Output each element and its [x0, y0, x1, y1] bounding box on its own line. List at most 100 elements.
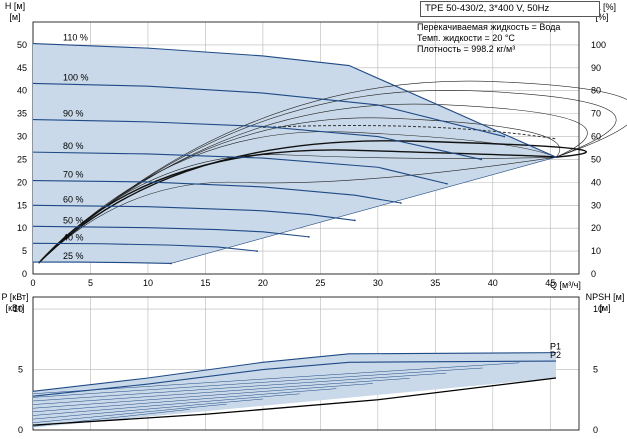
head-curve [32, 82, 505, 138]
head-curve-label: 60 % [63, 194, 84, 204]
head-unit-label: [м] [9, 12, 20, 22]
y-tick-label: 0 [22, 269, 27, 279]
power-plot-frame [32, 296, 580, 431]
eta-tick-label: 30 [591, 200, 601, 210]
density-label: Плотность = 998.2 кг/м³ [417, 44, 516, 54]
efficiency-contour [38, 156, 557, 264]
head-curve [32, 242, 258, 252]
power-fan-line [32, 362, 520, 394]
y-tick-label: 45 [17, 63, 27, 73]
y-tick-label: 10 [17, 223, 27, 233]
x-tick-label: 20 [258, 278, 268, 288]
x-tick-label: 40 [488, 278, 498, 288]
npsh-tick-label: 10 [593, 304, 603, 314]
eta-tick-label: 20 [591, 223, 601, 233]
y-tick-label: 5 [22, 246, 27, 256]
power-curve [32, 352, 557, 392]
power-unit-label: [кВт] [6, 303, 25, 313]
npsh-tick-label: 5 [593, 365, 598, 375]
eta-unit-label: [%] [595, 12, 608, 22]
head-curve-label: 50 % [63, 215, 84, 225]
power-curve-label: P2 [550, 350, 561, 360]
efficiency-tail-dashed [262, 125, 557, 140]
power-fan-line [32, 403, 227, 423]
curve-end-point [480, 158, 483, 161]
temperature-label: Темп. жидкости = 20 °C [417, 33, 515, 43]
head-curve-label: 110 % [63, 33, 88, 43]
eta-tick-label: 10 [591, 246, 601, 256]
x-tick-label: 5 [88, 278, 93, 288]
y-tick-label: 35 [17, 109, 27, 119]
curve-end-point [256, 250, 259, 252]
efficiency-contour [38, 80, 627, 264]
curve-end-point [503, 135, 506, 138]
power-range-area [33, 352, 557, 428]
x-tick-label: 45 [545, 278, 555, 288]
head-curve [32, 119, 482, 160]
operating-range-area [33, 43, 557, 264]
eta-tick-label: 90 [591, 63, 601, 73]
curve-end-point [170, 262, 172, 265]
head-curve [33, 261, 171, 265]
power-fan-line [32, 393, 300, 416]
envelope-edge [170, 156, 557, 264]
eta-tick-label: 40 [591, 177, 601, 187]
medium-label: Перекачиваемая жидкость = Вода [417, 22, 561, 32]
npsh-unit-label: [м] [599, 303, 610, 313]
head-curves: 110 % 100 % 90 % 80 % 70 % 60 % 50 % 40 % 25 % [32, 33, 557, 265]
head-curve-label: 100 % [63, 72, 89, 82]
curve-end-point [353, 219, 356, 222]
pump-title: TPE 50-430/2, 3*400 V, 50Hz [425, 3, 550, 14]
eta-tick-label: 60 [591, 132, 601, 142]
curve-end-point [307, 235, 310, 238]
npsh-tick-label: 0 [593, 425, 598, 435]
x-tick-label: 25 [315, 278, 325, 288]
head-curve [32, 151, 447, 185]
eta-tick-label: 100 [591, 40, 606, 50]
head-curve [32, 42, 557, 158]
head-curve-label: 90 % [63, 109, 84, 119]
y-tick-label: 30 [17, 132, 27, 142]
npsh-curve [32, 377, 557, 426]
x-tick-label: 30 [373, 278, 383, 288]
curve-end-point [399, 202, 402, 204]
x-tick-label: 35 [430, 278, 440, 288]
power-curve [32, 360, 557, 397]
eta-axis-label-top: eta [%] [588, 2, 616, 12]
eta-tick-label: 70 [591, 109, 601, 119]
power-tick-label: 5 [18, 365, 23, 375]
title-box: TPE 50-430/2, 3*400 V, 50Hz [420, 1, 600, 17]
efficiency-contour [38, 103, 588, 264]
head-axes: 0 5 10 15 20 25 30 35 40 45 0 5 10 15 20 25 30 35 40 45 50 0 1… [9, 12, 608, 288]
power-fan-line [32, 388, 337, 413]
head-curve [32, 225, 309, 238]
head-curve-label: 40 % [63, 232, 84, 242]
head-curve [32, 179, 401, 204]
head-curve [32, 204, 355, 221]
y-tick-label: 25 [17, 154, 27, 164]
y-tick-label: 15 [17, 200, 27, 210]
curve-end-point [555, 156, 557, 159]
npsh-axis-label: NPSH [м] [586, 292, 625, 302]
power-curve-label: P1 [550, 342, 561, 352]
power-range [33, 352, 557, 428]
y-tick-label: 50 [17, 40, 27, 50]
eta-tick-label: 0 [591, 269, 596, 279]
power-fan-line [32, 367, 483, 398]
head-curve-label: 80 % [63, 141, 84, 151]
x-tick-label: 10 [143, 278, 153, 288]
y-tick-label: 40 [17, 86, 27, 96]
y-tick-label: 20 [17, 177, 27, 187]
eta-tick-label: 80 [591, 86, 601, 96]
power-fan-line [32, 378, 410, 405]
power-tick-label: 10 [13, 304, 23, 314]
x-tick-label: 15 [200, 278, 210, 288]
power-fan-line [32, 372, 447, 402]
power-fan-line [32, 383, 373, 409]
x-tick-label: 0 [30, 278, 35, 288]
operating-range [33, 43, 557, 264]
